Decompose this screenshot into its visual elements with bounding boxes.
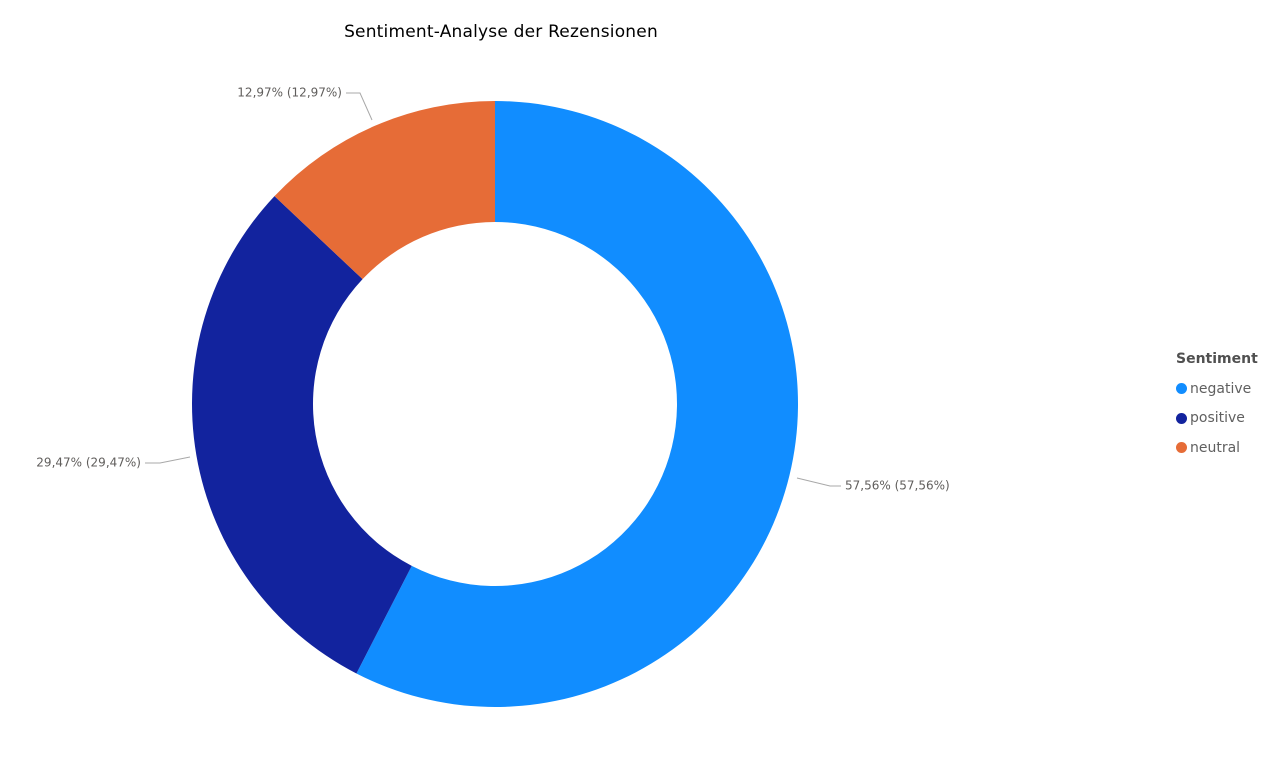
leader-line-neutral — [346, 92, 373, 121]
data-label-positive: 29,47% (29,47%) — [36, 456, 141, 470]
data-label-neutral: 12,97% (12,97%) — [237, 86, 342, 100]
legend-item-negative[interactable]: negative — [1176, 374, 1258, 404]
leader-line-negative — [796, 477, 841, 487]
legend-marker-neutral — [1176, 442, 1187, 454]
legend-item-neutral[interactable]: neutral — [1176, 433, 1258, 463]
chart-title: Sentiment-Analyse der Rezensionen — [344, 22, 658, 42]
slice-negative[interactable] — [356, 101, 798, 707]
legend-item-positive[interactable]: positive — [1176, 404, 1258, 434]
slice-neutral[interactable] — [274, 101, 495, 280]
leader-lines — [145, 92, 841, 487]
slice-positive[interactable] — [192, 196, 412, 674]
legend-marker-negative — [1176, 383, 1187, 395]
leader-line-positive — [145, 456, 191, 464]
data-label-negative: 57,56% (57,56%) — [845, 479, 950, 493]
legend-title: Sentiment — [1176, 351, 1258, 367]
legend-marker-positive — [1176, 412, 1187, 424]
data-labels: 57,56% (57,56%) 29,47% (29,47%) 12,97% (12… — [36, 86, 949, 493]
legend-label-negative: negative — [1190, 380, 1252, 397]
legend: Sentiment negative positive neutral — [1176, 351, 1258, 463]
donut-slices — [192, 101, 798, 707]
legend-label-positive: positive — [1190, 410, 1245, 427]
legend-label-neutral: neutral — [1190, 439, 1241, 456]
